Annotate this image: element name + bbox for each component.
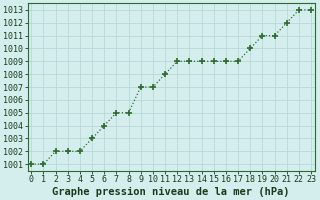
X-axis label: Graphe pression niveau de la mer (hPa): Graphe pression niveau de la mer (hPa) <box>52 186 290 197</box>
